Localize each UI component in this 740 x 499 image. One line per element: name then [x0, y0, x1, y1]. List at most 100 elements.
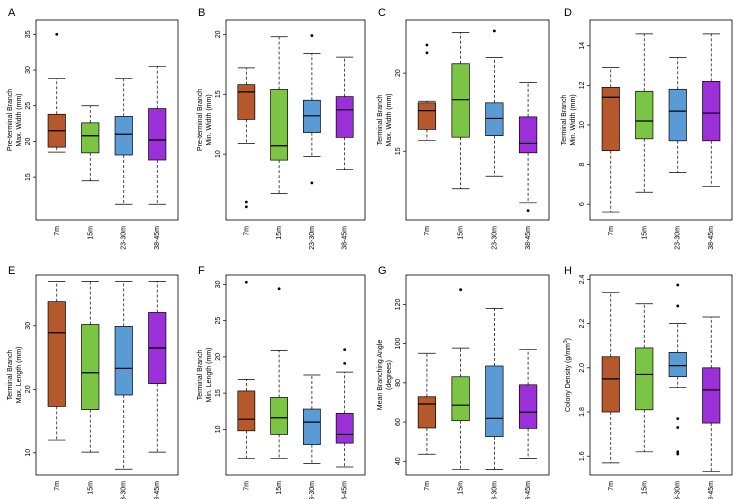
box-7m [417, 43, 437, 141]
outlier-point [343, 348, 347, 352]
category-label: 15m [458, 481, 465, 495]
outlier-point [425, 43, 429, 47]
category-label: 23-30m [121, 226, 128, 250]
iqr-box [47, 301, 66, 407]
iqr-box [518, 384, 538, 429]
category-label: 15m [641, 481, 648, 495]
y-tick-label: 15 [215, 90, 222, 98]
box-7m [237, 67, 256, 209]
y-axis-label: Max. Length (mm) [16, 347, 23, 404]
outlier-point [459, 288, 463, 292]
y-axis-label: Terminal Branch [561, 95, 568, 146]
category-label: 7m [608, 481, 615, 491]
category-label: 15m [641, 226, 648, 240]
y-tick-label: 30 [25, 66, 32, 74]
category-label: 23-30m [491, 226, 498, 250]
plot-frame [225, 19, 366, 221]
y-tick-label: 15 [395, 147, 402, 155]
category-label: 23-30m [309, 481, 316, 499]
outlier-point [676, 450, 680, 454]
category-label: 7m [424, 481, 431, 491]
plot-frame [35, 19, 179, 221]
y-tick-label: 25 [25, 102, 32, 110]
y-tick-label: 100 [395, 338, 402, 350]
y-axis-label: (degrees) [386, 360, 393, 390]
outlier-point [425, 51, 429, 55]
box-23-30m [485, 308, 504, 470]
panel-b: B 10 15 20 Pre-terminal Branch Min. Width (mm… [197, 7, 366, 250]
box-38-45m [335, 56, 354, 171]
iqr-box [335, 413, 354, 444]
category-label: 23-30m [491, 481, 498, 499]
iqr-box [417, 396, 437, 429]
y-tick-label: 15 [25, 173, 32, 181]
outlier-point [244, 205, 248, 209]
category-label: 38-45m [342, 226, 349, 250]
box-38-45m [702, 316, 721, 473]
y-tick-label: 2.0 [579, 363, 586, 373]
category-label: 15m [87, 481, 94, 495]
box-23-30m [303, 374, 321, 464]
iqr-box [114, 326, 133, 396]
iqr-box [237, 84, 256, 120]
y-tick-label: 15 [215, 389, 222, 397]
box-38-45m [335, 348, 354, 468]
iqr-box [668, 351, 687, 378]
iqr-box [635, 90, 654, 140]
y-axis-label: Max. Width (mm) [386, 93, 393, 146]
outlier-point [492, 29, 496, 33]
iqr-box [702, 81, 721, 142]
box-38-45m [148, 280, 167, 453]
y-tick-label: 30 [25, 322, 32, 330]
y-tick-label: 14 [579, 42, 586, 50]
outlier-point [310, 181, 314, 185]
y-tick-label: 2.4 [579, 274, 586, 284]
box-23-30m [303, 34, 321, 185]
y-tick-label: 10 [215, 425, 222, 433]
box-7m [601, 292, 620, 464]
iqr-box [702, 367, 721, 424]
box-7m [47, 280, 66, 441]
y-tick-label: 1.8 [579, 407, 586, 417]
panel-c: C 15 20 Terminal Branch Max. Width (mm) 7m 15m… [377, 7, 550, 250]
iqr-box [148, 108, 167, 161]
box-23-30m [485, 29, 504, 177]
iqr-box [451, 376, 470, 422]
category-label: 15m [458, 226, 465, 240]
panel-letter: G [378, 265, 387, 277]
box-38-45m [518, 82, 538, 213]
iqr-box [668, 88, 687, 142]
box-7m [47, 32, 66, 153]
outlier-point [277, 287, 281, 291]
iqr-box [114, 116, 133, 156]
box-15m [635, 303, 654, 453]
iqr-box [635, 347, 654, 411]
box-23-30m [668, 57, 687, 173]
plot-frame [35, 274, 179, 476]
y-tick-label: 20 [215, 30, 222, 38]
iqr-box [451, 63, 470, 138]
panel-letter: A [8, 7, 16, 19]
iqr-box [81, 324, 100, 410]
outlier-point [676, 452, 680, 456]
y-axis-label: Terminal Branch [377, 95, 384, 146]
iqr-box [335, 96, 354, 138]
category-label: 38-45m [525, 481, 532, 499]
box-15m [270, 36, 288, 195]
category-label: 23-30m [309, 226, 316, 250]
box-15m [451, 288, 470, 471]
y-axis-label: Min. Width (mm) [570, 94, 577, 145]
category-label: 38-45m [708, 481, 715, 499]
category-label: 15m [276, 226, 283, 240]
y-axis-label: Colony Density (g/mm3) [563, 338, 572, 412]
iqr-box [270, 89, 288, 161]
category-label: 38-45m [525, 226, 532, 250]
outlier-point [676, 426, 680, 429]
y-tick-label: 60 [395, 418, 402, 426]
iqr-box [601, 86, 620, 152]
box-38-45m [702, 33, 721, 187]
category-label: 15m [276, 481, 283, 495]
panel-a: A 15 20 25 30 35 Pre-terminal Branch Max. Width… [7, 7, 179, 250]
iqr-box [601, 356, 620, 413]
y-tick-label: 2.2 [579, 319, 586, 329]
